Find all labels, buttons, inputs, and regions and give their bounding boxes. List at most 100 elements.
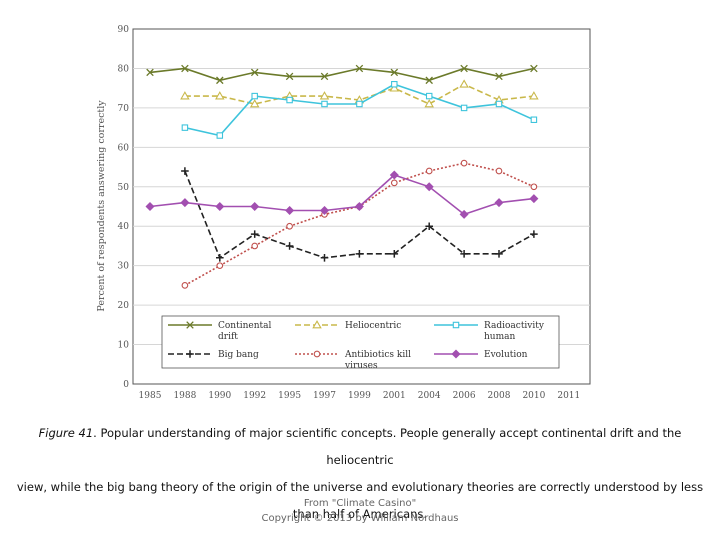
data-point xyxy=(495,167,503,175)
data-point xyxy=(390,68,399,77)
x-tick-label: 1990 xyxy=(208,391,231,401)
data-point xyxy=(424,99,434,108)
legend-box xyxy=(161,315,560,369)
data-point xyxy=(216,262,224,270)
legend-label-line-2: human xyxy=(484,332,515,342)
x-tick-label: 2001 xyxy=(383,391,406,401)
data-point xyxy=(216,253,224,262)
data-point xyxy=(249,99,260,108)
data-point xyxy=(285,242,294,250)
data-point xyxy=(319,205,330,215)
caption-text-1: . Popular understanding of major scienti… xyxy=(93,426,682,467)
legend-item: Heliocentric xyxy=(295,320,401,331)
data-point xyxy=(286,222,293,230)
data-point xyxy=(391,81,398,88)
x-tick-label: 1995 xyxy=(278,391,301,401)
data-point xyxy=(389,170,399,180)
data-point xyxy=(181,124,189,131)
data-point xyxy=(424,182,434,192)
data-point xyxy=(390,250,399,258)
data-point xyxy=(215,91,225,100)
data-point xyxy=(320,72,329,81)
data-point xyxy=(495,72,503,81)
data-point xyxy=(460,104,468,112)
source-credit: From "Climate Casino" Copyright © 2013 b… xyxy=(0,496,720,526)
x-tick-label: 2011 xyxy=(557,391,580,401)
data-point xyxy=(425,76,433,85)
data-point xyxy=(215,202,225,212)
caption-line-1: Figure 41. Popular understanding of majo… xyxy=(4,420,716,474)
source-line-1: From "Climate Casino" xyxy=(303,498,417,509)
data-point xyxy=(495,100,503,108)
series-radioactivity-human xyxy=(181,81,538,139)
legend-marker xyxy=(186,350,194,358)
y-tick-label: 40 xyxy=(118,222,130,232)
series-evolution xyxy=(145,170,539,219)
x-tick-label: 2004 xyxy=(418,391,441,401)
data-point xyxy=(425,222,433,231)
legend-marker xyxy=(452,321,460,329)
data-point xyxy=(145,202,155,212)
data-point xyxy=(529,91,539,100)
y-tick-label: 80 xyxy=(118,64,130,74)
y-axis-ticks: 0 10 20 30 40 50 60 70 80 90 xyxy=(118,25,130,390)
data-point xyxy=(216,76,224,85)
data-point xyxy=(459,79,469,88)
legend-label: Antibiotics kill xyxy=(344,350,411,360)
figure-caption: Figure 41. Popular understanding of majo… xyxy=(4,420,716,528)
caption-line-3: than half of Americans. xyxy=(292,507,428,521)
y-tick-label: 30 xyxy=(118,262,130,272)
data-point xyxy=(180,91,190,100)
data-point xyxy=(390,179,398,187)
legend-label: Radioactivity xyxy=(484,321,545,331)
data-point xyxy=(530,64,538,73)
data-point xyxy=(180,198,190,208)
data-point xyxy=(250,230,259,238)
legend-label: Heliocentric xyxy=(345,321,401,331)
y-tick-label: 20 xyxy=(118,301,130,311)
data-point xyxy=(285,205,295,215)
y-tick-label: 70 xyxy=(118,104,130,114)
series-big-bang xyxy=(181,167,538,262)
data-point xyxy=(251,242,259,250)
data-point xyxy=(425,167,433,175)
data-point xyxy=(181,167,189,175)
source-line-2: Copyright © 2013 by William Nordhaus xyxy=(261,513,459,524)
x-tick-label: 1999 xyxy=(348,391,371,401)
line-chart: 0 10 20 30 40 50 60 70 80 90 1985 1988 1990 1992 1995… xyxy=(96,25,591,401)
legend-label-line-2: drift xyxy=(218,332,238,342)
data-point xyxy=(495,250,503,258)
legend-label: Big bang xyxy=(218,350,259,360)
data-point xyxy=(321,100,328,108)
data-point xyxy=(459,209,469,219)
x-tick-label: 1997 xyxy=(313,391,336,401)
data-point xyxy=(530,230,538,238)
data-point xyxy=(355,64,364,73)
data-point xyxy=(389,83,400,92)
data-point xyxy=(251,92,258,100)
x-tick-label: 2006 xyxy=(453,391,476,401)
data-point xyxy=(319,91,330,100)
series-line xyxy=(149,174,534,216)
y-axis-title: Percent of respondents answering correct… xyxy=(96,100,107,312)
data-point xyxy=(354,202,364,212)
x-tick-label: 2008 xyxy=(488,391,511,401)
data-point xyxy=(250,202,260,212)
data-point xyxy=(530,116,538,124)
legend-label: Continental xyxy=(218,321,271,331)
data-point xyxy=(494,198,504,208)
x-axis-ticks: 1985 1988 1990 1992 1995 1997 1999 2001 2004 2006… xyxy=(139,391,581,401)
series-lines xyxy=(145,64,539,289)
y-tick-label: 0 xyxy=(123,380,129,390)
y-tick-label: 90 xyxy=(118,25,130,35)
legend-item: Evolution xyxy=(434,349,528,360)
legend-item: Big bang xyxy=(168,350,259,360)
data-point xyxy=(285,72,294,81)
legend-marker xyxy=(312,320,322,329)
series-line xyxy=(149,67,535,82)
data-point xyxy=(425,92,433,100)
data-point xyxy=(460,159,468,167)
series-continental-drift xyxy=(146,64,538,85)
x-tick-label: 1985 xyxy=(139,391,162,401)
